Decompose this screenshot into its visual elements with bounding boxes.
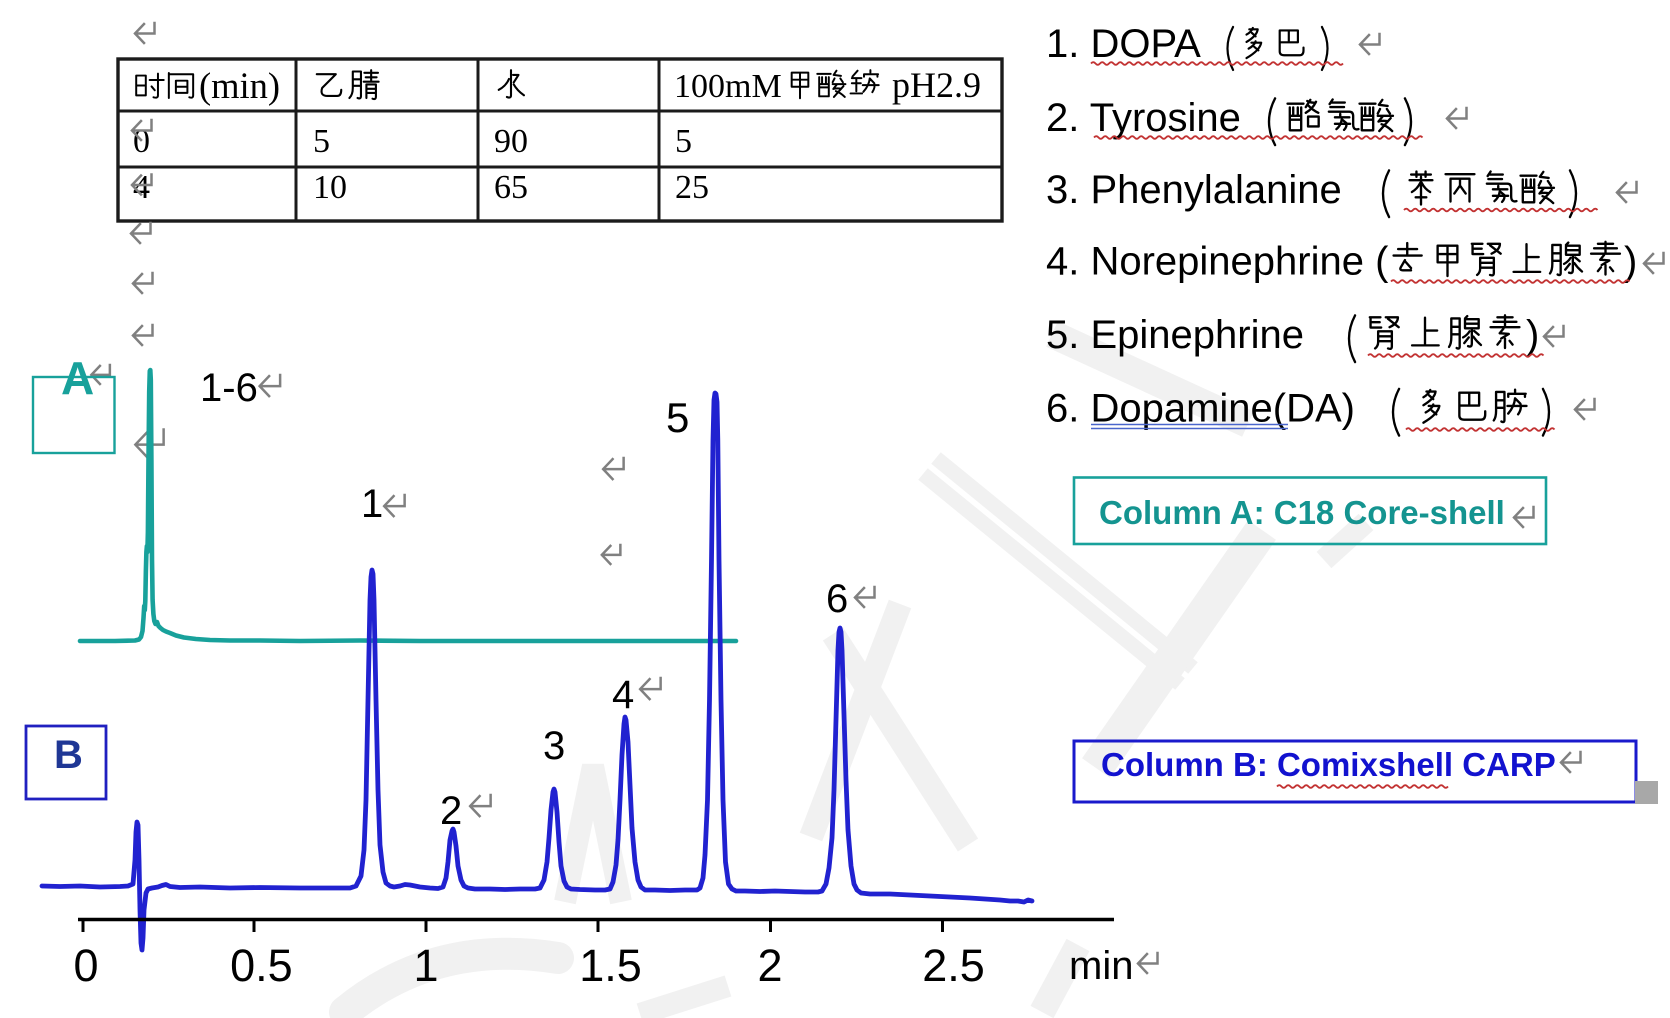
svg-text:2: 2 — [440, 789, 462, 833]
svg-text:0.5: 0.5 — [230, 940, 293, 991]
svg-text:): ) — [1526, 313, 1539, 357]
svg-text:5: 5 — [313, 123, 330, 160]
svg-text:3: 3 — [543, 724, 565, 768]
svg-text:B: B — [54, 733, 83, 777]
svg-text:2. Tyrosine: 2. Tyrosine — [1046, 96, 1241, 140]
svg-text:90: 90 — [494, 123, 528, 160]
svg-text:min: min — [1069, 944, 1133, 988]
svg-text:(min): (min) — [199, 65, 280, 106]
svg-text:6: 6 — [826, 577, 848, 621]
svg-text:2.5: 2.5 — [922, 940, 985, 991]
svg-text:5: 5 — [675, 123, 692, 160]
svg-text:0: 0 — [133, 123, 150, 160]
svg-text:1: 1 — [361, 482, 383, 526]
svg-text:1.5: 1.5 — [579, 940, 642, 991]
svg-text:25: 25 — [675, 169, 709, 206]
svg-text:5: 5 — [666, 394, 689, 441]
svg-text:100mM: 100mM — [674, 68, 782, 105]
svg-text:Column A: C18 Core-shell: Column A: C18 Core-shell — [1099, 494, 1505, 531]
svg-text:1: 1 — [413, 940, 438, 991]
svg-text:A: A — [61, 352, 94, 404]
svg-text:): ) — [1624, 240, 1637, 284]
svg-text:4. Norepinephrine (: 4. Norepinephrine ( — [1046, 240, 1389, 284]
svg-text:1. DOPA: 1. DOPA — [1046, 22, 1201, 66]
svg-text:5. Epinephrine: 5. Epinephrine — [1046, 313, 1304, 357]
svg-text:2: 2 — [757, 940, 782, 991]
svg-text:pH2.9: pH2.9 — [892, 65, 981, 105]
svg-text:10: 10 — [313, 169, 347, 206]
svg-text:6. Dopamine(DA): 6. Dopamine(DA) — [1046, 387, 1355, 431]
svg-text:3. Phenylalanine: 3. Phenylalanine — [1046, 168, 1342, 212]
svg-text:0: 0 — [73, 940, 98, 991]
svg-text:65: 65 — [494, 169, 528, 206]
svg-text:Column B: Comixshell CARP: Column B: Comixshell CARP — [1101, 746, 1556, 783]
svg-text:1-6: 1-6 — [200, 366, 258, 410]
svg-text:4: 4 — [612, 673, 634, 717]
